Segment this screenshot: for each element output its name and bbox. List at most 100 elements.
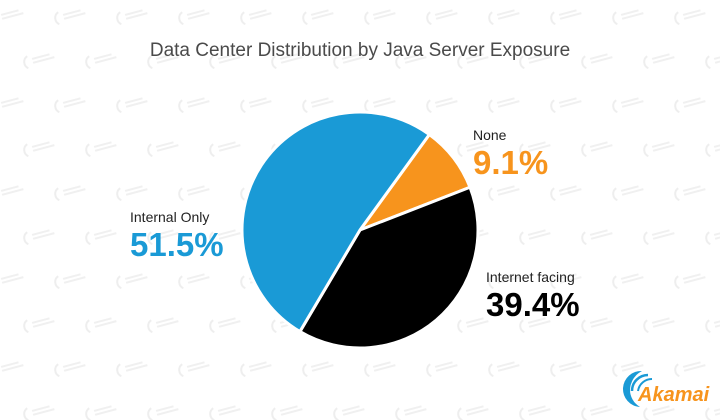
watermark-mark bbox=[674, 273, 706, 290]
watermark-mark bbox=[116, 273, 148, 290]
watermark-mark bbox=[302, 361, 334, 378]
watermark-mark bbox=[54, 185, 86, 202]
label-none: None 9.1% bbox=[473, 128, 548, 179]
watermark-mark bbox=[23, 229, 55, 246]
watermark-mark bbox=[705, 53, 720, 70]
slice-label-name: Internet facing bbox=[486, 269, 575, 285]
watermark-mark bbox=[271, 53, 303, 70]
akamai-logo: Akamai bbox=[622, 370, 710, 407]
slice-label-name: Internal Only bbox=[130, 209, 210, 225]
watermark-mark bbox=[643, 53, 675, 70]
watermark-mark bbox=[178, 97, 210, 114]
watermark-mark bbox=[426, 9, 458, 26]
watermark-mark bbox=[550, 185, 582, 202]
watermark-mark bbox=[674, 361, 706, 378]
watermark-mark bbox=[147, 317, 179, 334]
watermark-mark bbox=[0, 361, 24, 372]
watermark-mark bbox=[54, 97, 86, 114]
watermark-mark bbox=[550, 9, 582, 26]
watermark-mark bbox=[54, 273, 86, 290]
watermark-mark bbox=[581, 53, 613, 70]
watermark-mark bbox=[147, 53, 179, 70]
watermark-mark bbox=[519, 317, 551, 334]
watermark-mark bbox=[426, 361, 458, 378]
label-internal-only: Internal Only 51.5% bbox=[130, 210, 224, 261]
watermark-mark bbox=[302, 9, 334, 26]
slice-label-value: 9.1% bbox=[473, 144, 549, 181]
watermark-mark bbox=[23, 141, 55, 158]
watermark-mark bbox=[612, 97, 644, 114]
watermark-mark bbox=[54, 361, 86, 378]
watermark-mark bbox=[116, 97, 148, 114]
watermark-mark bbox=[488, 185, 520, 202]
watermark-mark bbox=[364, 361, 396, 378]
watermark-mark bbox=[302, 97, 334, 114]
watermark-mark bbox=[0, 273, 24, 284]
watermark-mark bbox=[426, 97, 458, 114]
watermark-mark bbox=[488, 9, 520, 26]
watermark-mark bbox=[209, 229, 241, 246]
watermark-mark bbox=[550, 97, 582, 114]
watermark-mark bbox=[612, 273, 644, 290]
watermark-mark bbox=[147, 229, 179, 246]
watermark-mark bbox=[333, 53, 365, 70]
watermark-mark bbox=[519, 229, 551, 246]
watermark-mark bbox=[85, 141, 117, 158]
watermark-mark bbox=[209, 141, 241, 158]
watermark-mark bbox=[364, 9, 396, 26]
watermark-mark bbox=[85, 229, 117, 246]
watermark-mark bbox=[581, 229, 613, 246]
logo-text: Akamai bbox=[637, 384, 710, 406]
watermark-mark bbox=[116, 185, 148, 202]
watermark-mark bbox=[209, 53, 241, 70]
watermark-mark bbox=[85, 317, 117, 334]
pie-slice-internal-only bbox=[240, 110, 431, 334]
watermark-mark bbox=[240, 361, 272, 378]
watermark-mark bbox=[178, 273, 210, 290]
watermark-mark bbox=[457, 141, 489, 158]
watermark-mark bbox=[488, 97, 520, 114]
watermark-mark bbox=[612, 361, 644, 378]
watermark-mark bbox=[674, 97, 706, 114]
watermark-mark bbox=[178, 9, 210, 26]
watermark-mark bbox=[550, 273, 582, 290]
watermark-mark bbox=[705, 141, 720, 158]
watermark-mark bbox=[23, 53, 55, 70]
watermark-mark bbox=[612, 185, 644, 202]
watermark-mark bbox=[116, 361, 148, 378]
watermark-mark bbox=[0, 9, 24, 20]
watermark-mark bbox=[519, 141, 551, 158]
watermark-mark bbox=[674, 185, 706, 202]
watermark-mark bbox=[705, 229, 720, 246]
watermark-mark bbox=[23, 317, 55, 334]
watermark-mark bbox=[581, 141, 613, 158]
watermark-mark bbox=[116, 9, 148, 26]
watermark-mark bbox=[85, 53, 117, 70]
watermark-mark bbox=[395, 53, 427, 70]
watermark-mark bbox=[674, 9, 706, 26]
watermark-mark bbox=[240, 9, 272, 26]
watermark-mark bbox=[581, 317, 613, 334]
watermark-mark bbox=[457, 53, 489, 70]
watermark-mark bbox=[643, 141, 675, 158]
slice-label-value: 51.5% bbox=[130, 226, 224, 263]
watermark-mark bbox=[178, 185, 210, 202]
watermark-mark bbox=[209, 317, 241, 334]
watermark-mark bbox=[178, 361, 210, 378]
watermark-mark bbox=[0, 185, 24, 196]
watermark-mark bbox=[147, 141, 179, 158]
watermark-mark bbox=[488, 273, 520, 290]
pie-slice-internet-facing bbox=[298, 185, 480, 350]
chart-title: Data Center Distribution by Java Server … bbox=[149, 40, 571, 61]
watermark-mark bbox=[643, 317, 675, 334]
slice-label-value: 39.4% bbox=[486, 286, 580, 323]
watermark-mark bbox=[550, 361, 582, 378]
watermark-mark bbox=[643, 229, 675, 246]
watermark-mark bbox=[705, 317, 720, 334]
watermark-mark bbox=[488, 361, 520, 378]
watermark-mark bbox=[54, 9, 86, 26]
watermark-mark bbox=[240, 97, 272, 114]
watermark-mark bbox=[519, 53, 551, 70]
watermark-mark bbox=[457, 317, 489, 334]
